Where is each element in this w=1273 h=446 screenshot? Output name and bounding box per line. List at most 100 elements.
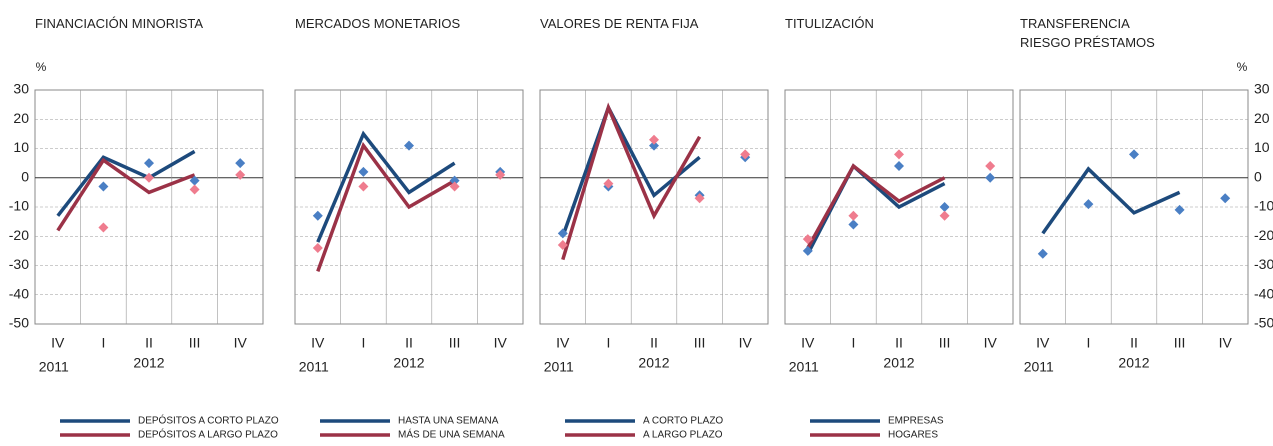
y-tick-label: 30 [13, 81, 29, 97]
year-label: 2011 [544, 359, 574, 375]
point-marker [235, 169, 246, 180]
x-tick-label: I [361, 335, 365, 351]
y-tick-label: 10 [13, 139, 29, 155]
point-marker [1220, 193, 1231, 204]
legend-label: DEPÓSITOS A CORTO PLAZO [138, 414, 279, 427]
year-label: 2011 [789, 359, 819, 375]
point-marker [740, 149, 751, 160]
panel-title: FINANCIACIÓN MINORISTA [35, 16, 204, 31]
x-tick-label: I [1086, 335, 1090, 351]
point-marker [495, 169, 506, 180]
point-marker [894, 149, 904, 160]
x-tick-label: IV [1219, 335, 1233, 351]
x-tick-label: III [694, 335, 706, 351]
y-tick-label: 0 [21, 168, 29, 184]
y-tick-label: -30 [9, 256, 29, 272]
x-tick-label: IV [494, 335, 508, 351]
legend-label: A CORTO PLAZO [643, 416, 723, 427]
point-marker [189, 184, 200, 195]
series-line [316, 141, 456, 272]
point-marker [557, 228, 568, 239]
series-line [56, 157, 196, 232]
point-marker [144, 158, 154, 169]
plot-frame [34, 89, 264, 325]
x-tick-label: IV [234, 335, 248, 351]
series-line [316, 130, 456, 243]
y-tick-label: 30 [1254, 81, 1270, 97]
point-marker [98, 222, 109, 233]
point-marker [449, 175, 460, 186]
year-label: 2011 [39, 359, 69, 375]
x-tick-label: II [405, 335, 413, 351]
point-marker [694, 193, 705, 204]
year-label: 2012 [1118, 355, 1149, 371]
y-tick-label: -20 [1254, 227, 1273, 243]
year-label: 2012 [133, 355, 164, 371]
series-line [806, 163, 946, 249]
year-label: 2012 [883, 355, 914, 371]
panel-title: MERCADOS MONETARIOS [295, 16, 461, 31]
x-tick-label: II [145, 335, 153, 351]
point-marker [312, 210, 323, 221]
point-marker [235, 158, 246, 169]
x-tick-label: IV [311, 335, 325, 351]
point-marker [1037, 248, 1048, 259]
legend-label: MÁS DE UNA SEMANA [398, 428, 505, 441]
y-tick-label: 10 [1254, 139, 1270, 155]
point-marker [404, 140, 414, 151]
panel-title: VALORES DE RENTA FIJA [540, 16, 699, 31]
point-marker [848, 210, 859, 221]
x-tick-label: III [1174, 335, 1186, 351]
point-marker [848, 219, 859, 230]
point-marker [312, 242, 323, 253]
legend-label: DEPÓSITOS A LARGO PLAZO [138, 428, 278, 441]
y-tick-label: -10 [1254, 198, 1273, 214]
y-tick-label: -50 [9, 315, 29, 331]
point-marker [1083, 199, 1094, 210]
point-marker [649, 134, 659, 145]
x-tick-label: I [606, 335, 610, 351]
legend-label: EMPRESAS [888, 416, 944, 427]
point-marker [649, 140, 659, 151]
point-marker [358, 166, 369, 177]
x-tick-label: III [189, 335, 201, 351]
point-marker [802, 245, 813, 256]
x-tick-label: III [939, 335, 951, 351]
y-tick-label: 20 [1254, 110, 1270, 126]
legend-label: A LARGO PLAZO [643, 430, 723, 441]
y-tick-label: -20 [9, 227, 29, 243]
y-unit: % [36, 60, 47, 74]
point-marker [557, 240, 568, 251]
legend-label: HOGARES [888, 430, 938, 441]
point-marker [939, 202, 950, 212]
y-tick-label: -30 [1254, 256, 1273, 272]
y-tick-label: -40 [1254, 285, 1273, 301]
point-marker [603, 178, 614, 189]
series-line [56, 149, 196, 217]
point-marker [985, 161, 996, 172]
x-tick-label: IV [739, 335, 753, 351]
y-tick-label: -10 [9, 198, 29, 214]
x-tick-label: I [101, 335, 105, 351]
legend-label: HASTA UNA SEMANA [398, 416, 499, 427]
y-tick-label: -40 [9, 285, 29, 301]
point-marker [358, 181, 369, 192]
point-marker [1129, 149, 1139, 160]
point-marker [449, 181, 460, 192]
point-marker [1174, 204, 1185, 215]
point-marker [894, 161, 904, 172]
x-tick-label: IV [556, 335, 570, 351]
point-marker [144, 172, 154, 183]
point-marker [98, 181, 109, 192]
x-tick-label: IV [984, 335, 998, 351]
series-line [1041, 166, 1181, 235]
x-tick-label: IV [801, 335, 815, 351]
x-tick-label: IV [51, 335, 65, 351]
panel-title: TRANSFERENCIA RIESGO PRÉSTAMOS [1020, 16, 1155, 50]
plot-frame [1019, 89, 1249, 325]
year-label: 2012 [638, 355, 669, 371]
x-tick-label: II [1130, 335, 1138, 351]
y-tick-label: 20 [13, 110, 29, 126]
